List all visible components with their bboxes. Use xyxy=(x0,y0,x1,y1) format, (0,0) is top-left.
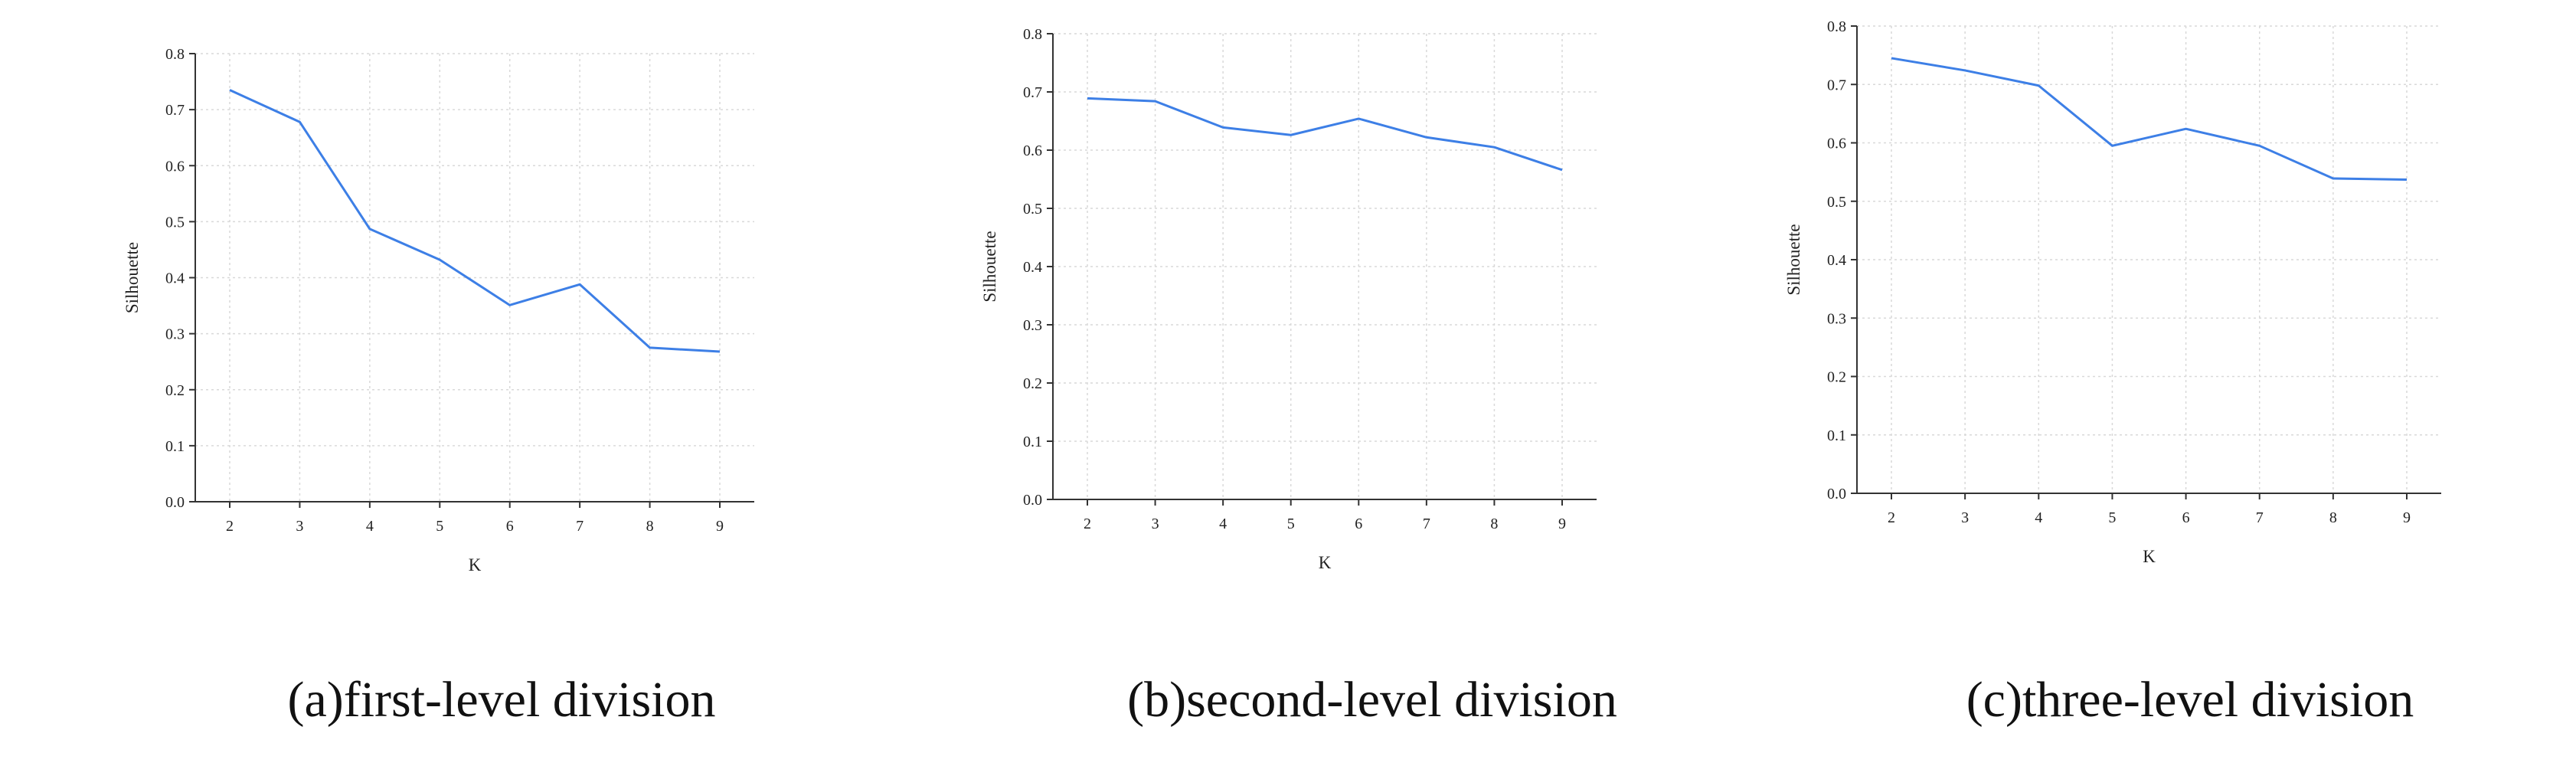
grid xyxy=(195,53,754,502)
y-tick-label: 0.7 xyxy=(165,102,185,119)
y-tick-label: 0.2 xyxy=(1827,369,1846,386)
x-axis-label: K xyxy=(2143,547,2156,566)
x-tick-label: 2 xyxy=(1888,509,1895,526)
x-tick-label: 6 xyxy=(506,518,514,535)
tick-labels: 0.0 0.1 0.2 0.3 0.4 0.5 0.6 0.7 0.8 2 3 4 5 6 7 8 9 xyxy=(1827,18,2411,526)
y-axis-label: Silhouette xyxy=(980,231,999,302)
chart-caption: (a)first-level division xyxy=(287,672,715,728)
y-tick-label: 0.4 xyxy=(1827,252,1846,269)
x-tick-label: 7 xyxy=(1423,516,1430,532)
y-tick-label: 0.0 xyxy=(165,494,185,511)
y-axis-label: Silhouette xyxy=(123,242,142,313)
x-axis-label: K xyxy=(1319,553,1332,572)
grid xyxy=(1857,25,2441,494)
x-tick-label: 4 xyxy=(2035,509,2042,526)
y-tick-label: 0.7 xyxy=(1023,84,1042,101)
tick-labels: 0.0 0.1 0.2 0.3 0.4 0.5 0.6 0.7 0.8 2 3 4 5 6 7 8 9 xyxy=(165,46,724,535)
y-tick-label: 0.0 xyxy=(1827,486,1846,502)
tick-labels: 0.0 0.1 0.2 0.3 0.4 0.5 0.6 0.7 0.8 2 3 4 5 6 7 8 9 xyxy=(1023,26,1566,532)
x-tick-label: 8 xyxy=(2329,509,2337,526)
x-tick-label: 6 xyxy=(1355,516,1362,532)
x-tick-label: 9 xyxy=(716,518,724,535)
x-tick-label: 3 xyxy=(1961,509,1969,526)
y-tick-label: 0.3 xyxy=(165,326,185,343)
y-tick-label: 0.2 xyxy=(165,382,185,399)
y-tick-label: 0.7 xyxy=(1827,77,1846,93)
y-tick-label: 0.5 xyxy=(165,214,185,231)
x-tick-label: 3 xyxy=(1152,516,1159,532)
series-line xyxy=(1087,97,1563,172)
x-tick-label: 2 xyxy=(1084,516,1091,532)
y-tick-label: 0.6 xyxy=(165,158,185,175)
y-tick-label: 0.8 xyxy=(165,46,185,63)
y-tick-label: 0.6 xyxy=(1023,142,1042,159)
x-tick-label: 8 xyxy=(1490,516,1498,532)
y-tick-label: 0.0 xyxy=(1023,492,1042,509)
x-tick-label: 4 xyxy=(366,518,374,535)
x-tick-label: 9 xyxy=(1558,516,1566,532)
series xyxy=(229,89,721,353)
x-tick-label: 7 xyxy=(2256,509,2264,526)
chart-panel-second-level: 0.0 0.1 0.2 0.3 0.4 0.5 0.6 0.7 0.8 2 3 4 5 6 7 8 9 K Si… xyxy=(980,26,1617,728)
axes xyxy=(1851,25,2441,499)
chart-panel-first-level: 0.0 0.1 0.2 0.3 0.4 0.5 0.6 0.7 0.8 2 3 4 5 6 7 8 9 K Si… xyxy=(123,46,754,728)
axes xyxy=(189,53,754,508)
series-line xyxy=(229,89,721,353)
series-line xyxy=(1891,57,2408,182)
chart-caption: (b)second-level division xyxy=(1127,672,1617,728)
x-axis-label: K xyxy=(469,555,482,574)
y-tick-label: 0.2 xyxy=(1023,375,1042,392)
y-tick-label: 0.4 xyxy=(1023,259,1042,276)
y-tick-label: 0.1 xyxy=(165,438,185,455)
y-tick-label: 0.6 xyxy=(1827,136,1846,152)
x-tick-label: 5 xyxy=(2108,509,2116,526)
y-tick-label: 0.8 xyxy=(1827,18,1846,35)
x-tick-label: 5 xyxy=(1287,516,1295,532)
x-tick-label: 5 xyxy=(436,518,443,535)
y-tick-label: 0.3 xyxy=(1023,317,1042,334)
y-tick-label: 0.5 xyxy=(1023,201,1042,218)
x-tick-label: 2 xyxy=(226,518,234,535)
grid xyxy=(1053,33,1597,500)
y-tick-label: 0.3 xyxy=(1827,310,1846,327)
axes xyxy=(1047,33,1597,506)
x-tick-label: 9 xyxy=(2403,509,2411,526)
x-tick-label: 7 xyxy=(576,518,584,535)
series xyxy=(1891,57,2408,182)
y-tick-label: 0.5 xyxy=(1827,194,1846,211)
x-tick-label: 4 xyxy=(1219,516,1227,532)
y-tick-label: 0.4 xyxy=(165,270,185,287)
y-tick-label: 0.1 xyxy=(1827,427,1846,444)
x-tick-label: 8 xyxy=(646,518,654,535)
series xyxy=(1087,97,1563,172)
chart-panel-three-level: 0.0 0.1 0.2 0.3 0.4 0.5 0.6 0.7 0.8 2 3 4 5 6 7 8 9 K Si… xyxy=(1784,18,2441,728)
chart-caption: (c)three-level division xyxy=(1966,672,2414,728)
y-axis-label: Silhouette xyxy=(1784,224,1803,295)
x-tick-label: 6 xyxy=(2182,509,2190,526)
y-tick-label: 0.8 xyxy=(1023,26,1042,43)
y-tick-label: 0.1 xyxy=(1023,434,1042,450)
x-tick-label: 3 xyxy=(296,518,303,535)
